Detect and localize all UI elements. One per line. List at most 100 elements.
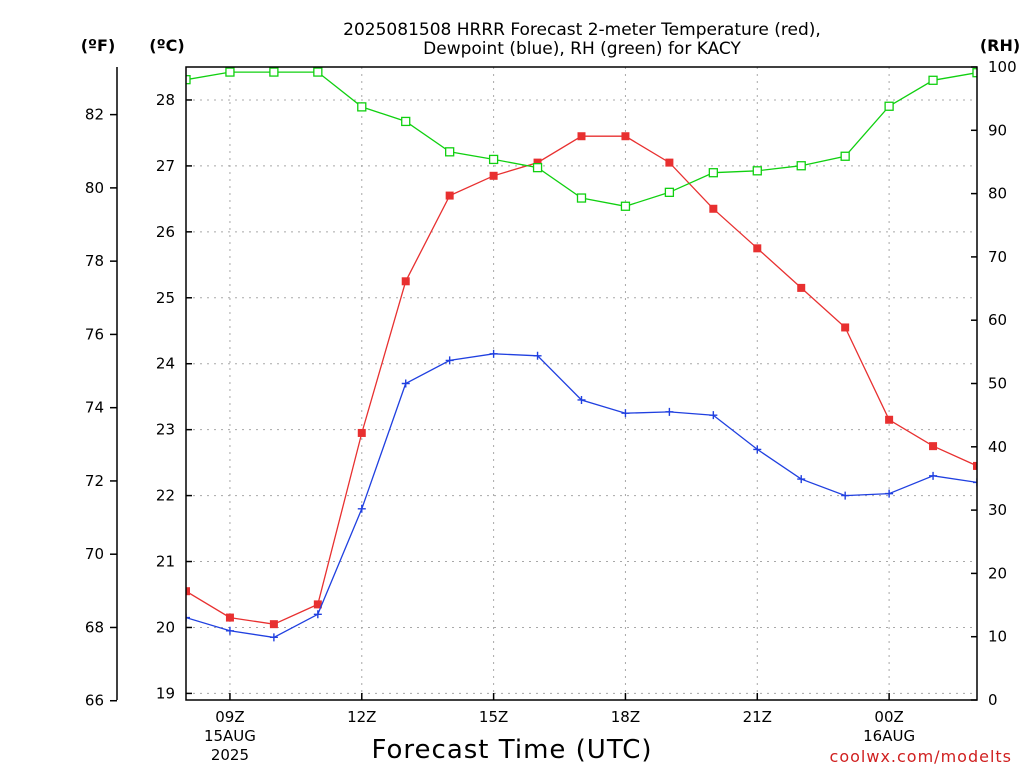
celsius-tick-label: 23 bbox=[156, 421, 175, 439]
plot-frame bbox=[185, 66, 978, 701]
rh-point bbox=[752, 166, 762, 176]
temperature-point bbox=[533, 158, 542, 167]
rh-point bbox=[884, 101, 894, 111]
celsius-unit-label: (ºC) bbox=[149, 36, 184, 55]
fahrenheit-tick-label: 78 bbox=[85, 252, 104, 270]
rh-point bbox=[225, 67, 235, 77]
x-tick-label: 12Z bbox=[347, 708, 376, 726]
temperature-point bbox=[445, 191, 454, 200]
celsius-tick-label: 25 bbox=[156, 289, 175, 307]
x-tick-label: 21Z bbox=[743, 708, 772, 726]
dewpoint-point bbox=[401, 379, 410, 388]
fahrenheit-tick-label: 68 bbox=[85, 618, 104, 636]
dewpoint-point bbox=[929, 471, 938, 480]
rh-point bbox=[313, 67, 323, 77]
dewpoint-point bbox=[973, 478, 977, 487]
temperature-point bbox=[186, 587, 190, 596]
temperature-point bbox=[313, 600, 322, 609]
rh-tick-label: 90 bbox=[988, 121, 1007, 139]
rh-tick-label: 50 bbox=[988, 375, 1007, 393]
rh-point bbox=[357, 102, 367, 112]
temperature-point bbox=[929, 442, 938, 451]
x-tick-label: 09Z bbox=[215, 708, 244, 726]
chart-title-line2: Dewpoint (blue), RH (green) for KACY bbox=[423, 39, 741, 59]
dewpoint-point bbox=[797, 475, 806, 484]
rh-point bbox=[664, 187, 675, 197]
fahrenheit-tick-label: 76 bbox=[85, 325, 104, 343]
dewpoint-point bbox=[186, 613, 190, 622]
rh-tick-label: 60 bbox=[988, 311, 1007, 329]
rh-point bbox=[445, 147, 455, 157]
temperature-point bbox=[885, 415, 894, 424]
rh-point bbox=[576, 193, 587, 203]
celsius-tick-label: 22 bbox=[156, 487, 175, 505]
grid-lines bbox=[186, 67, 977, 700]
tick-labels: 66 68 70 72 74 76 78 80 82 19 20 21 22 23 24 25 26 27 28 0 1… bbox=[85, 58, 1017, 764]
celsius-tick-label: 27 bbox=[156, 157, 175, 175]
rh-unit-label: (RH) bbox=[980, 36, 1020, 55]
dewpoint-point bbox=[269, 633, 278, 642]
rh-point bbox=[840, 151, 850, 161]
fahrenheit-tick-label: 74 bbox=[85, 399, 104, 417]
x-tick-label: 18Z bbox=[611, 708, 640, 726]
temperature-point bbox=[973, 461, 977, 470]
fahrenheit-tick-label: 72 bbox=[85, 472, 104, 490]
rh-tick-label: 20 bbox=[988, 564, 1007, 582]
temperature-point bbox=[797, 283, 806, 292]
x-tick-day-label: 15AUG bbox=[204, 727, 256, 745]
celsius-tick-label: 19 bbox=[156, 684, 175, 702]
rh-tick-label: 30 bbox=[988, 501, 1007, 519]
rh-point bbox=[708, 168, 718, 178]
fahrenheit-tick-label: 70 bbox=[85, 545, 104, 563]
x-tick-label: 15Z bbox=[479, 708, 508, 726]
rh-point bbox=[928, 75, 938, 85]
rh-point bbox=[186, 75, 191, 85]
temperature-point bbox=[577, 132, 586, 141]
rh-tick-label: 70 bbox=[988, 248, 1007, 266]
series-layer bbox=[186, 67, 977, 642]
rh-tick-label: 40 bbox=[988, 438, 1007, 456]
fahrenheit-unit-label: (ºF) bbox=[81, 36, 116, 55]
rh-point bbox=[972, 68, 977, 78]
dewpoint-point bbox=[225, 626, 234, 635]
rh-point bbox=[269, 67, 279, 77]
rh-tick-label: 100 bbox=[988, 58, 1017, 76]
dewpoint-point bbox=[885, 489, 894, 498]
dewpoint-point bbox=[357, 504, 366, 513]
chart-title-line1: 2025081508 HRRR Forecast 2-meter Tempera… bbox=[343, 20, 821, 40]
temperature-line bbox=[186, 135, 977, 625]
celsius-tick-label: 28 bbox=[156, 91, 175, 109]
dewpoint-point bbox=[841, 491, 850, 500]
rh-point bbox=[796, 161, 806, 171]
celsius-tick-label: 20 bbox=[156, 618, 175, 636]
axes bbox=[110, 66, 978, 702]
dewpoint-point bbox=[665, 407, 674, 416]
celsius-tick-label: 24 bbox=[156, 355, 175, 373]
temperature-point bbox=[269, 620, 278, 629]
fahrenheit-tick-label: 82 bbox=[85, 106, 104, 124]
temperature-point bbox=[665, 158, 674, 167]
rh-tick-label: 10 bbox=[988, 628, 1007, 646]
rh-point bbox=[488, 154, 499, 165]
temperature-point bbox=[357, 428, 366, 437]
dewpoint-point bbox=[621, 409, 630, 418]
rh-tick-label: 0 bbox=[988, 691, 998, 709]
rh-point bbox=[401, 116, 411, 127]
x-tick-year-label: 2025 bbox=[211, 746, 249, 764]
dewpoint-point bbox=[577, 395, 586, 404]
x-tick-day-label: 16AUG bbox=[863, 727, 915, 745]
rh-point bbox=[620, 201, 631, 211]
fahrenheit-tick-label: 80 bbox=[85, 179, 104, 197]
temperature-point bbox=[753, 244, 762, 253]
temperature-point bbox=[709, 204, 718, 213]
temperature-point bbox=[401, 277, 410, 286]
credit-text: coolwx.com/modelts bbox=[830, 747, 1012, 766]
dewpoint-point bbox=[489, 349, 498, 358]
rh-tick-label: 80 bbox=[988, 185, 1007, 203]
celsius-tick-label: 26 bbox=[156, 223, 175, 241]
fahrenheit-tick-label: 66 bbox=[85, 692, 104, 710]
temperature-point bbox=[621, 132, 630, 141]
dewpoint-point bbox=[753, 445, 762, 454]
temperature-point bbox=[489, 171, 498, 180]
